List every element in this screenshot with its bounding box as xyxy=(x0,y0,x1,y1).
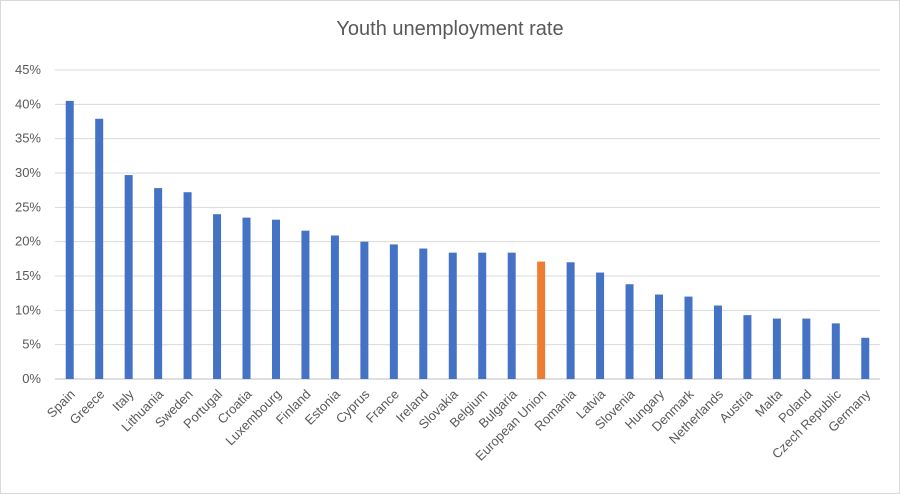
bar xyxy=(419,248,428,379)
bar xyxy=(242,217,251,379)
y-tick-label: 45% xyxy=(15,62,41,77)
bar xyxy=(507,252,516,379)
bar xyxy=(389,244,398,379)
bar xyxy=(625,284,634,379)
y-tick-label: 0% xyxy=(22,371,41,386)
y-tick-label: 35% xyxy=(15,131,41,146)
bar xyxy=(213,214,222,379)
y-tick-label: 20% xyxy=(15,234,41,249)
bar xyxy=(743,315,752,379)
bar xyxy=(124,175,133,379)
bar xyxy=(271,219,280,379)
x-tick-label: France xyxy=(363,387,402,426)
bar xyxy=(831,323,840,379)
bar xyxy=(655,294,664,379)
bar xyxy=(772,318,781,379)
y-tick-label: 10% xyxy=(15,302,41,317)
chart-title: Youth unemployment rate xyxy=(336,18,564,40)
y-tick-label: 15% xyxy=(15,268,41,283)
bar xyxy=(713,305,722,379)
bar xyxy=(95,118,104,380)
y-tick-label: 40% xyxy=(15,96,41,111)
bar xyxy=(537,261,546,379)
x-tick-label: Austria xyxy=(716,386,756,426)
y-tick-label: 25% xyxy=(15,199,41,214)
bar xyxy=(301,230,310,379)
bar xyxy=(183,192,192,379)
y-axis-ticks: 0% 5% 10% 15% 20% 25% 30% 35% 40% 45% xyxy=(15,62,41,386)
bar xyxy=(566,262,575,379)
bar xyxy=(330,235,339,379)
bar xyxy=(802,318,811,379)
bar xyxy=(360,241,369,379)
bar xyxy=(448,252,457,379)
bars xyxy=(65,100,870,380)
gridlines xyxy=(55,69,880,380)
bar xyxy=(684,296,693,379)
bar xyxy=(861,337,870,379)
y-tick-label: 30% xyxy=(15,165,41,180)
y-tick-label: 5% xyxy=(22,337,41,352)
bar xyxy=(154,188,163,379)
bar xyxy=(65,100,74,380)
bar xyxy=(596,272,605,379)
bar xyxy=(478,252,487,379)
